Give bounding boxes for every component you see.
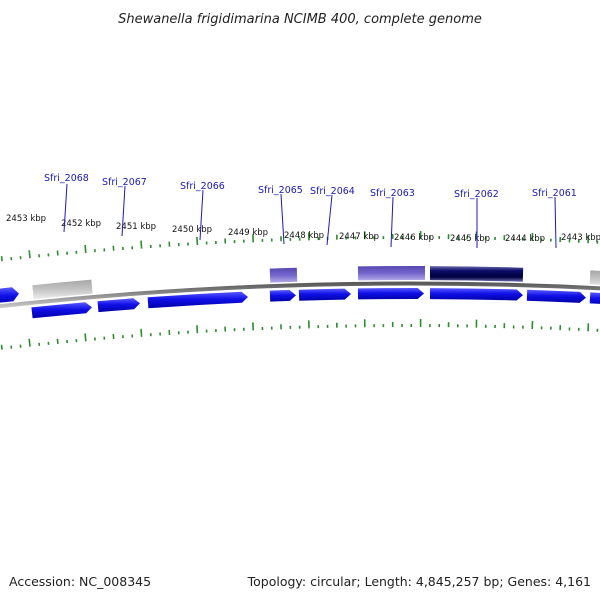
kbp-label: 2449 kbp: [228, 228, 268, 238]
gene-label-leader: [326, 194, 333, 246]
kbp-tick: [196, 325, 199, 334]
gene-label: Sfri_2062: [454, 189, 499, 200]
gray-feature-block: [589, 270, 600, 285]
kbp-label: 2452 kbp: [61, 219, 101, 229]
gray-feature-block: [32, 279, 93, 300]
genome-summary-text: Topology: circular; Length: 4,845,257 bp…: [247, 574, 591, 589]
gene-label: Sfri_2065: [258, 185, 303, 196]
kbp-tick: [28, 338, 31, 347]
purple-feature-block: [269, 267, 298, 283]
genome-backbone: [0, 281, 600, 309]
kbp-label: 2450 kbp: [172, 225, 212, 235]
gene-arrow: [0, 287, 19, 303]
kbp-label: 2443 kbp: [561, 233, 600, 243]
gene-label: Sfri_2068: [44, 173, 89, 184]
label-layer: 2453 kbp 2452 kbp 2451 kbp 2450 kbp 2449 kbp…: [6, 173, 600, 249]
kbp-label: 2444 kbp: [505, 234, 545, 244]
kbp-label: 2447 kbp: [339, 232, 379, 242]
gene-label-leader: [390, 196, 394, 248]
gene-label: Sfri_2066: [180, 181, 225, 192]
gene-label-leader: [280, 193, 285, 245]
gene-arrow: [97, 298, 140, 313]
genome-backbone-arc: [0, 281, 600, 309]
gene-arrow: [357, 287, 424, 300]
gene-label-leader: [63, 183, 68, 233]
gene-arrow: [298, 288, 351, 301]
kbp-tick: [28, 250, 31, 259]
kbp-tick: [84, 333, 87, 342]
gene-arrow: [430, 288, 523, 301]
gene-label: Sfri_2063: [370, 188, 415, 199]
kbp-tick: [140, 328, 143, 337]
map-title: Shewanella frigidimarina NCIMB 400, comp…: [118, 12, 482, 27]
kbp-tick: [84, 244, 87, 254]
kbp-tick: [140, 240, 143, 249]
gene-arrow: [147, 291, 248, 309]
kbp-tick: [196, 236, 199, 246]
kbp-tick-ring: [0, 231, 599, 350]
gene-arrow: [269, 290, 296, 302]
kbp-label: 2451 kbp: [116, 222, 156, 232]
kbp-label: 2448 kbp: [284, 231, 324, 241]
gene-arrow: [31, 302, 92, 319]
gene-label-leader: [554, 196, 557, 249]
gene-label: Sfri_2064: [310, 186, 355, 197]
kbp-tick: [56, 338, 59, 344]
kbp-tick: [0, 344, 3, 350]
gene-label-leader: [121, 185, 126, 237]
gene-label: Sfri_2061: [532, 188, 577, 199]
feature-track: [0, 265, 600, 319]
gene-arrow: [589, 292, 600, 304]
kbp-label: 2446 kbp: [394, 233, 434, 243]
purple-feature-block: [357, 265, 425, 281]
navy-feature-block: [430, 266, 524, 282]
gene-label-leader: [199, 189, 204, 241]
gene-label: Sfri_2067: [102, 177, 147, 188]
kbp-label: 2453 kbp: [6, 214, 46, 224]
gene-arrow: [526, 289, 586, 303]
kbp-label: 2445 kbp: [450, 234, 490, 244]
kbp-tick: [56, 250, 59, 256]
accession-text: Accession: NC_008345: [9, 574, 151, 589]
